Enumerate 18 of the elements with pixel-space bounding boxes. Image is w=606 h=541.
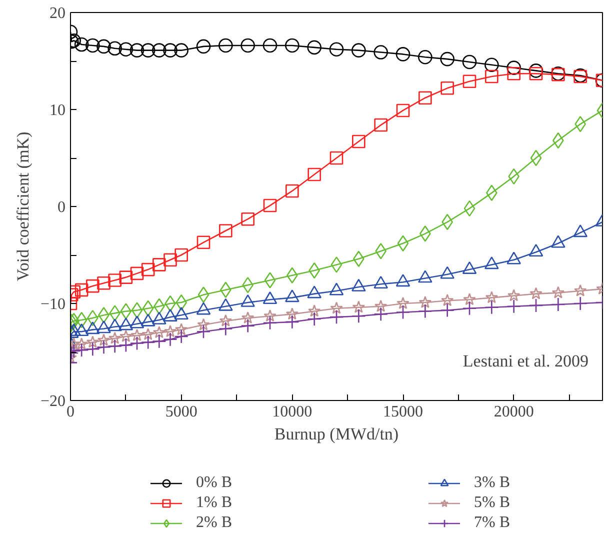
x-axis-title: Burnup (MWd/tn) [274, 424, 399, 444]
legend-label: 1% B [196, 494, 232, 512]
y-tick-label: 0 [58, 199, 66, 216]
annotation: Lestani et al. 2009 [462, 352, 589, 370]
x-tick-label: 20000 [494, 404, 534, 420]
legend-label: 0% B [196, 474, 232, 492]
legend-label: 3% B [474, 474, 510, 492]
y-axis-title: Void coefficient (mK) [13, 132, 32, 282]
y-tick-label: 20 [50, 5, 66, 22]
legend-label: 7% B [474, 514, 510, 532]
y-tick-label: −20 [40, 393, 66, 410]
legend-label: 2% B [196, 514, 232, 532]
x-tick-label: 10000 [272, 404, 312, 420]
legend-label: 5% B [474, 494, 510, 512]
x-tick-label: 15000 [383, 404, 423, 420]
y-tick-label: −10 [40, 296, 66, 313]
x-tick-label: 5000 [165, 404, 198, 420]
y-tick-label: 10 [50, 102, 66, 119]
